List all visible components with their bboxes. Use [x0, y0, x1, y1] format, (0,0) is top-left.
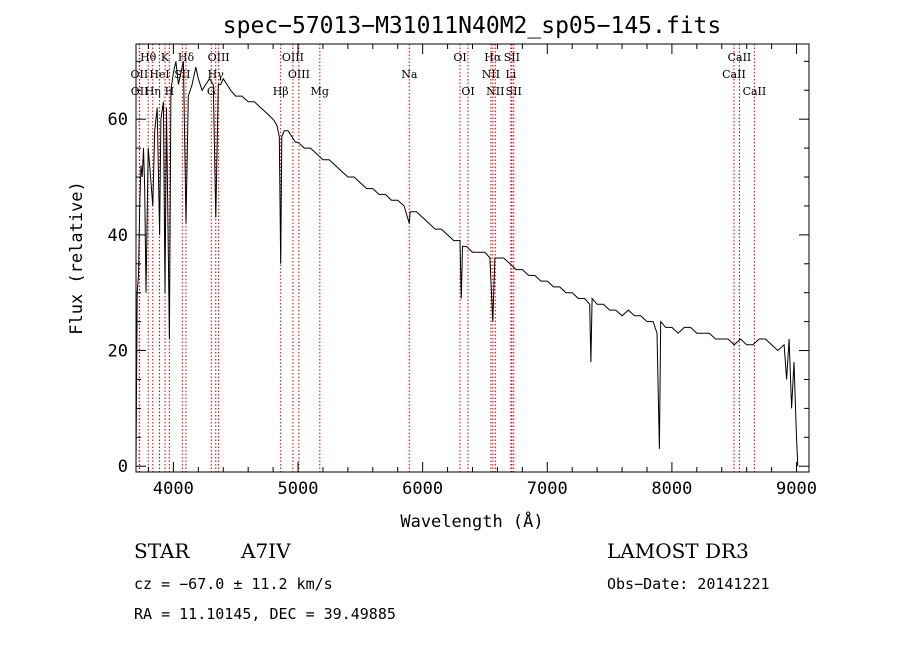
x-axis-label: Wavelength (Å): [400, 510, 543, 532]
x-tick-label: 5000: [278, 479, 319, 499]
x-tick-label: 8000: [651, 479, 692, 499]
axis-ticks: [136, 44, 809, 472]
spectral-line-label: SII: [174, 68, 190, 81]
spectral-line-label: Na: [401, 68, 418, 81]
spectral-line-label: SII: [504, 51, 520, 64]
spectral-line-label: HeI: [149, 68, 169, 81]
spectral-line-label: OIII: [282, 51, 304, 64]
spectral-line-labels: Hθ OII OII K HeI Hη H SII Hδ OIII Hγ G OIII OIII Hβ Mg N…: [131, 51, 767, 98]
spectral-line-markers: [138, 44, 755, 472]
spectral-line-label: OI: [461, 85, 474, 98]
spectral-line-label: Hγ: [208, 68, 225, 81]
spectral-line-label: OI: [453, 51, 466, 64]
spectral-line-label: OII: [131, 85, 149, 98]
spectral-line-label: CaII: [722, 68, 746, 81]
spectral-line-label: Hθ: [140, 51, 157, 64]
spectrum-line: [135, 61, 799, 467]
spectral-line-label: Hδ: [178, 51, 195, 64]
spectral-line-label: CaII: [743, 85, 767, 98]
y-tick-label: 0: [118, 457, 128, 477]
spectral-line-label: Hα: [484, 51, 502, 64]
x-tick-label: 7000: [527, 479, 568, 499]
spectral-line-label: CaII: [728, 51, 752, 64]
spectral-line-label: SII: [506, 85, 522, 98]
spectral-line-label: OIII: [288, 68, 310, 81]
y-axis-label: Flux (relative): [67, 181, 87, 335]
spectral-line-label: Mg: [311, 85, 329, 98]
object-subclass: A7IV: [240, 539, 291, 563]
spectral-line-label: OIII: [208, 51, 230, 64]
survey-name: LAMOST DR3: [607, 539, 749, 563]
x-tick-label: 6000: [402, 479, 443, 499]
y-tick-label: 40: [108, 226, 128, 246]
spectral-line-label: NII: [486, 85, 504, 98]
observation-date: Obs−Date: 20141221: [607, 575, 770, 593]
object-class: STAR: [134, 539, 190, 563]
coordinates-readout: RA = 11.10145, DEC = 39.49885: [134, 605, 396, 623]
spectral-line-label: NII: [482, 68, 500, 81]
x-tick-label: 9000: [776, 479, 817, 499]
spectral-line-label: K: [161, 51, 170, 64]
y-tick-label: 20: [108, 342, 128, 362]
spectral-line-label: H: [165, 85, 175, 98]
spectral-line-label: Li: [505, 68, 516, 81]
chart-title: spec−57013−M31011N40M2_sp05−145.fits: [223, 13, 722, 39]
spectral-line-label: Hβ: [273, 85, 289, 98]
plot-frame: [135, 43, 810, 473]
spectral-line-label: Hη: [145, 85, 161, 98]
spectral-line-label: G: [207, 85, 216, 98]
spectral-line-label: OII: [131, 68, 149, 81]
axis-tick-labels: 4000 5000 6000 7000 8000 9000 0 20 40 60: [108, 110, 817, 499]
y-tick-label: 60: [108, 110, 128, 130]
x-tick-label: 4000: [153, 479, 194, 499]
redshift-readout: cz = −67.0 ± 11.2 km/s: [134, 575, 333, 593]
